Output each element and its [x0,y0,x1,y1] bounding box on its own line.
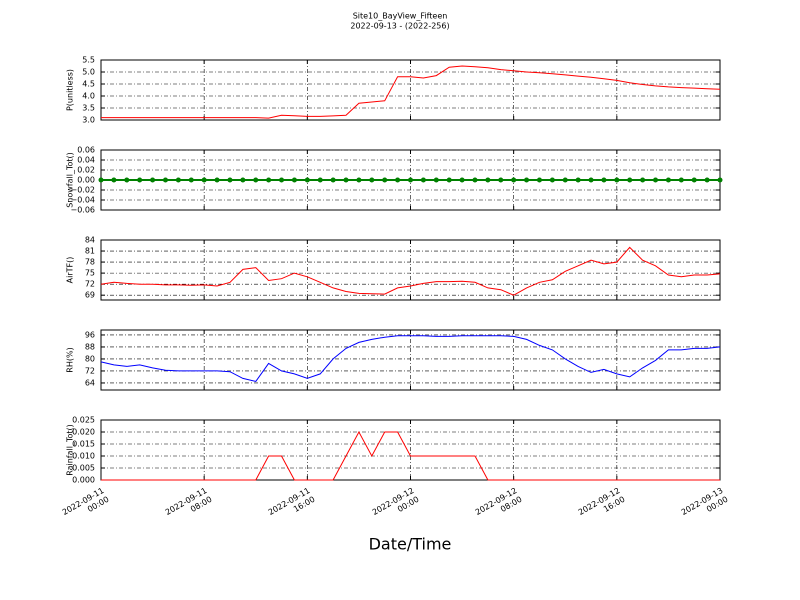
data-point [640,177,646,183]
data-line [100,335,721,382]
data-point [369,177,375,183]
data-point [665,177,671,183]
y-tick-label: −0.06 [70,206,95,215]
y-tick-label: 78 [85,258,95,267]
data-point [498,177,504,183]
data-point [472,177,478,183]
y-tick-label: 0.010 [72,452,95,461]
y-tick-label: 72 [85,366,95,375]
data-point [704,177,710,183]
y-tick-label: 96 [85,330,95,339]
y-tick-label: 72 [85,280,95,289]
data-point [524,177,530,183]
y-axis-label: P(unitless) [66,69,75,111]
data-point [279,177,285,183]
y-tick-label: 0.00 [77,176,95,185]
y-tick-label: 3.0 [82,116,95,125]
data-point [175,177,181,183]
y-tick-label: 0.02 [77,166,95,175]
data-point [562,177,568,183]
y-tick-label: −0.02 [70,186,95,195]
data-point [382,177,388,183]
y-tick-label: 0.000 [72,476,95,485]
data-point [162,177,168,183]
y-tick-label: 69 [85,291,95,300]
data-point [420,177,426,183]
y-tick-label: 0.04 [77,156,95,165]
data-point [304,177,310,183]
y-axis-label: Snowfall_Tot() [66,152,75,208]
y-tick-label: 0.025 [72,416,95,425]
y-tick-label: 4.5 [82,80,95,89]
data-point [588,177,594,183]
data-point [549,177,555,183]
data-point [536,177,542,183]
data-point [98,177,104,183]
data-point [227,177,233,183]
data-point [330,177,336,183]
data-point [188,177,194,183]
data-point [446,177,452,183]
y-tick-label: 88 [85,342,95,351]
data-point [356,177,362,183]
y-tick-label: 0.005 [72,464,95,473]
data-point [575,177,581,183]
data-point [627,177,633,183]
y-tick-label: 0.06 [77,146,95,155]
data-point [614,177,620,183]
y-tick-label: 0.015 [72,440,95,449]
data-point [459,177,465,183]
y-axis-label: Rainfall_Tot() [66,424,75,476]
data-point [111,177,117,183]
y-tick-label: 81 [85,247,95,256]
y-axis-label: AirTF() [66,257,75,284]
y-tick-label: 0.020 [72,428,95,437]
data-point [717,177,723,183]
y-tick-label: 4.0 [82,92,95,101]
chart-subtitle: 2022-09-13 - (2022-256) [350,22,449,31]
data-point [653,177,659,183]
data-point [343,177,349,183]
data-line [100,246,721,296]
data-point [317,177,323,183]
data-line [101,430,720,481]
data-point [266,177,272,183]
y-tick-label: 5.5 [82,56,95,65]
data-point [485,177,491,183]
data-point [395,177,401,183]
data-line [101,65,721,119]
y-tick-label: 75 [85,269,95,278]
data-point [137,177,143,183]
y-tick-label: −0.04 [70,196,95,205]
data-point [511,177,517,183]
y-tick-label: 64 [85,378,95,387]
x-axis-label: Date/Time [369,535,452,554]
data-point [240,177,246,183]
data-point [253,177,259,183]
data-point [408,177,413,183]
y-tick-label: 5.0 [82,68,95,77]
data-point [214,177,220,183]
chart-title: Site10_BayView_Fifteen [353,12,448,21]
data-point [601,177,607,183]
y-tick-label: 3.5 [82,104,95,113]
y-axis-label: RH(%) [66,347,75,372]
data-point [291,177,297,183]
data-point [678,177,684,183]
data-point [124,177,130,183]
data-point [201,177,207,183]
data-point [433,177,439,183]
data-point [150,177,156,183]
y-tick-label: 80 [85,354,95,363]
data-point [691,177,697,183]
y-tick-label: 84 [85,236,95,245]
